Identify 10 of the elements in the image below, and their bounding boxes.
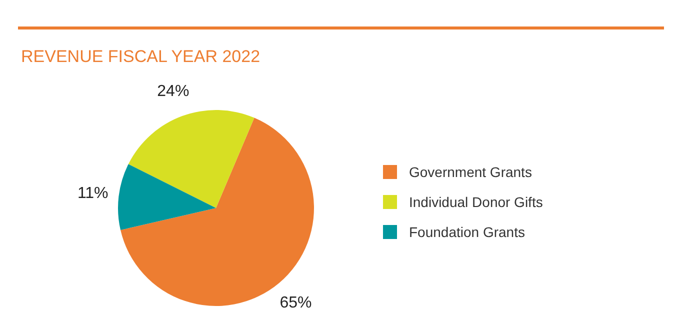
chart-title: REVENUE FISCAL YEAR 2022: [21, 47, 260, 66]
pie-slice: [118, 164, 216, 230]
data-label: 65%: [280, 294, 312, 312]
legend-label: Government Grants: [409, 164, 532, 180]
data-label: 11%: [77, 184, 108, 202]
pie-slice: [120, 118, 314, 306]
legend-label: Individual Donor Gifts: [409, 194, 543, 210]
pie-slice: [128, 110, 254, 208]
legend-label: Foundation Grants: [409, 224, 525, 240]
data-label: 24%: [157, 83, 190, 100]
